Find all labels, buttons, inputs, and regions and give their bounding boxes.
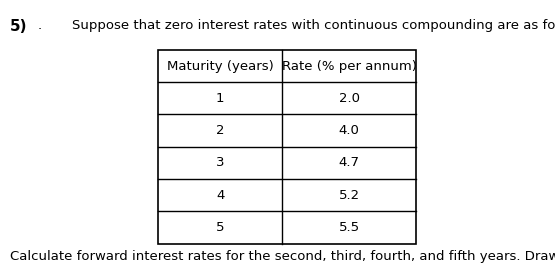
Text: 1: 1: [216, 92, 224, 105]
Text: Rate (% per annum): Rate (% per annum): [282, 60, 417, 73]
Text: 4.7: 4.7: [339, 157, 360, 170]
Text: 5.2: 5.2: [339, 189, 360, 202]
Text: Suppose that zero interest rates with continuous compounding are as follows:: Suppose that zero interest rates with co…: [72, 19, 555, 32]
Text: Maturity (years): Maturity (years): [166, 60, 274, 73]
Text: 5): 5): [10, 19, 28, 34]
Text: Calculate forward interest rates for the second, third, fourth, and fifth years.: Calculate forward interest rates for the…: [10, 250, 555, 263]
Text: 3: 3: [216, 157, 224, 170]
Text: 2.0: 2.0: [339, 92, 360, 105]
Bar: [158, 50, 416, 244]
Text: 5.5: 5.5: [339, 221, 360, 234]
Text: 5: 5: [216, 221, 224, 234]
Text: 4: 4: [216, 189, 224, 202]
Text: 4.0: 4.0: [339, 124, 360, 137]
Text: .: .: [38, 19, 42, 32]
Text: 2: 2: [216, 124, 224, 137]
